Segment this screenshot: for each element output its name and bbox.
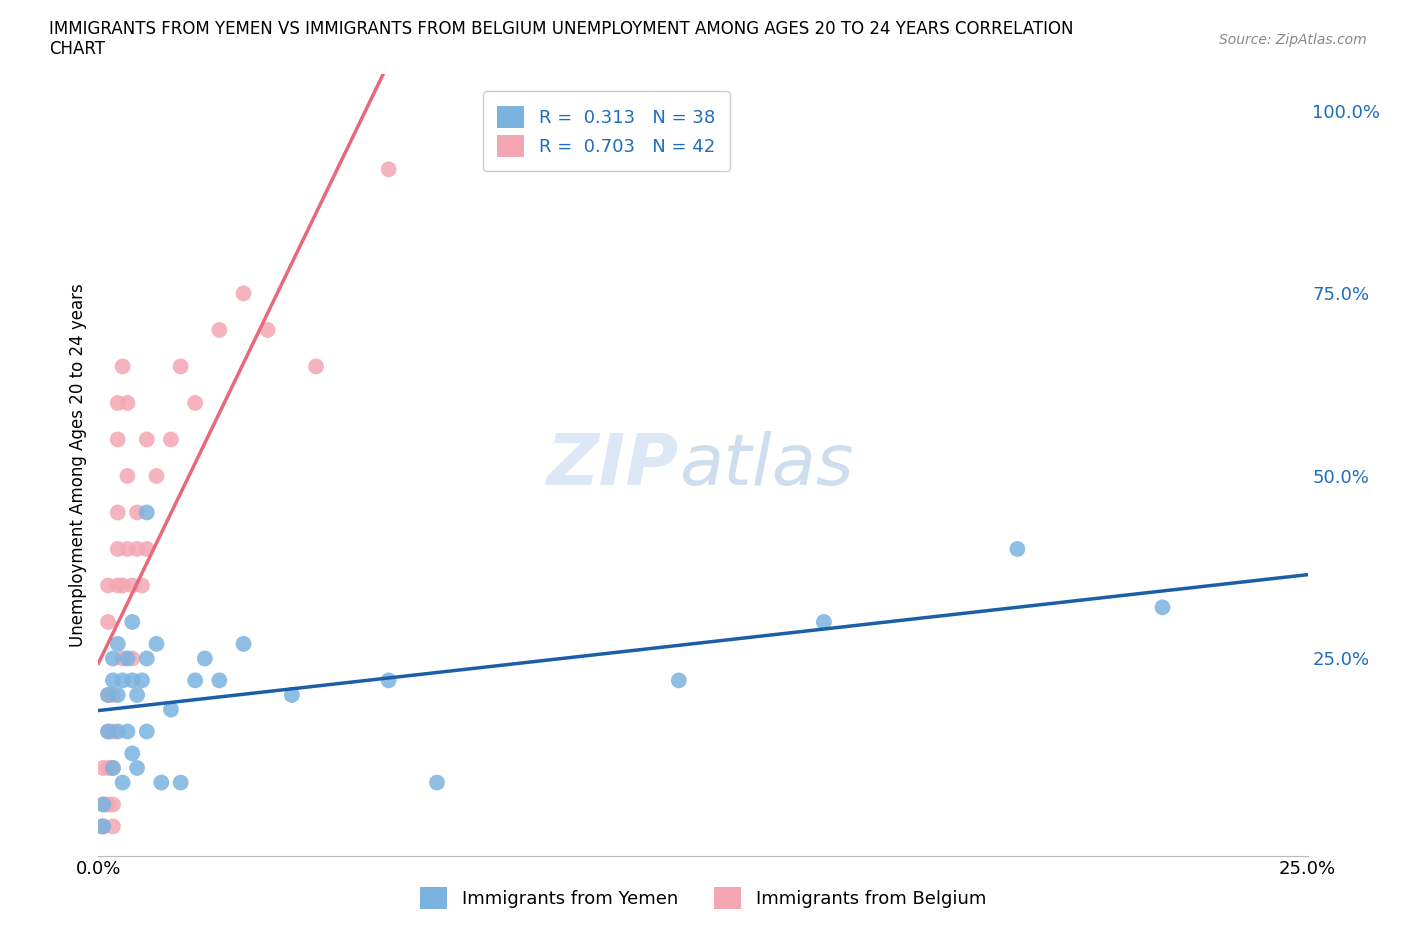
Point	[97, 687, 120, 702]
Point	[813, 615, 835, 630]
Point	[91, 797, 114, 812]
Point	[117, 651, 139, 666]
Point	[150, 775, 173, 790]
Point	[135, 651, 157, 666]
Point	[107, 505, 129, 520]
Point	[169, 359, 191, 374]
Text: atlas: atlas	[679, 431, 853, 499]
Point	[111, 775, 134, 790]
Point	[97, 687, 120, 702]
Text: ZIP: ZIP	[547, 431, 679, 499]
Point	[107, 395, 129, 410]
Point	[377, 673, 399, 688]
Point	[131, 578, 153, 593]
Point	[107, 432, 129, 447]
Point	[97, 761, 120, 776]
Point	[107, 724, 129, 739]
Point	[426, 775, 449, 790]
Point	[111, 359, 134, 374]
Point	[668, 673, 690, 688]
Point	[111, 578, 134, 593]
Point	[91, 761, 114, 776]
Point	[127, 761, 149, 776]
Point	[127, 505, 149, 520]
Text: IMMIGRANTS FROM YEMEN VS IMMIGRANTS FROM BELGIUM UNEMPLOYMENT AMONG AGES 20 TO 2: IMMIGRANTS FROM YEMEN VS IMMIGRANTS FROM…	[49, 20, 1074, 38]
Point	[111, 651, 134, 666]
Point	[305, 359, 328, 374]
Point	[117, 724, 139, 739]
Text: Source: ZipAtlas.com: Source: ZipAtlas.com	[1219, 33, 1367, 46]
Point	[208, 673, 231, 688]
Point	[160, 702, 183, 717]
Point	[256, 323, 278, 338]
Point	[101, 761, 124, 776]
Point	[121, 578, 143, 593]
Point	[135, 724, 157, 739]
Point	[107, 578, 129, 593]
Point	[121, 673, 143, 688]
Point	[97, 797, 120, 812]
Point	[91, 797, 114, 812]
Legend: Immigrants from Yemen, Immigrants from Belgium: Immigrants from Yemen, Immigrants from B…	[413, 880, 993, 916]
Legend: R =  0.313   N = 38, R =  0.703   N = 42: R = 0.313 N = 38, R = 0.703 N = 42	[482, 91, 730, 171]
Point	[117, 395, 139, 410]
Text: CHART: CHART	[49, 40, 105, 58]
Point	[97, 578, 120, 593]
Point	[121, 615, 143, 630]
Point	[101, 761, 124, 776]
Point	[121, 651, 143, 666]
Point	[121, 746, 143, 761]
Point	[1007, 541, 1029, 556]
Point	[111, 673, 134, 688]
Point	[127, 541, 149, 556]
Point	[135, 432, 157, 447]
Point	[377, 162, 399, 177]
Point	[97, 615, 120, 630]
Point	[281, 687, 304, 702]
Point	[127, 687, 149, 702]
Point	[145, 636, 167, 651]
Point	[232, 286, 254, 301]
Point	[1152, 600, 1174, 615]
Point	[101, 673, 124, 688]
Point	[91, 819, 114, 834]
Point	[194, 651, 217, 666]
Point	[101, 724, 124, 739]
Point	[107, 541, 129, 556]
Point	[117, 469, 139, 484]
Point	[101, 651, 124, 666]
Point	[101, 819, 124, 834]
Point	[107, 687, 129, 702]
Point	[145, 469, 167, 484]
Point	[97, 724, 120, 739]
Point	[160, 432, 183, 447]
Point	[184, 673, 207, 688]
Point	[101, 687, 124, 702]
Point	[90, 819, 112, 834]
Point	[91, 819, 114, 834]
Point	[97, 724, 120, 739]
Point	[135, 541, 157, 556]
Point	[169, 775, 191, 790]
Point	[208, 323, 231, 338]
Point	[117, 541, 139, 556]
Point	[131, 673, 153, 688]
Point	[184, 395, 207, 410]
Point	[232, 636, 254, 651]
Point	[135, 505, 157, 520]
Point	[101, 797, 124, 812]
Y-axis label: Unemployment Among Ages 20 to 24 years: Unemployment Among Ages 20 to 24 years	[69, 283, 87, 647]
Point	[107, 636, 129, 651]
